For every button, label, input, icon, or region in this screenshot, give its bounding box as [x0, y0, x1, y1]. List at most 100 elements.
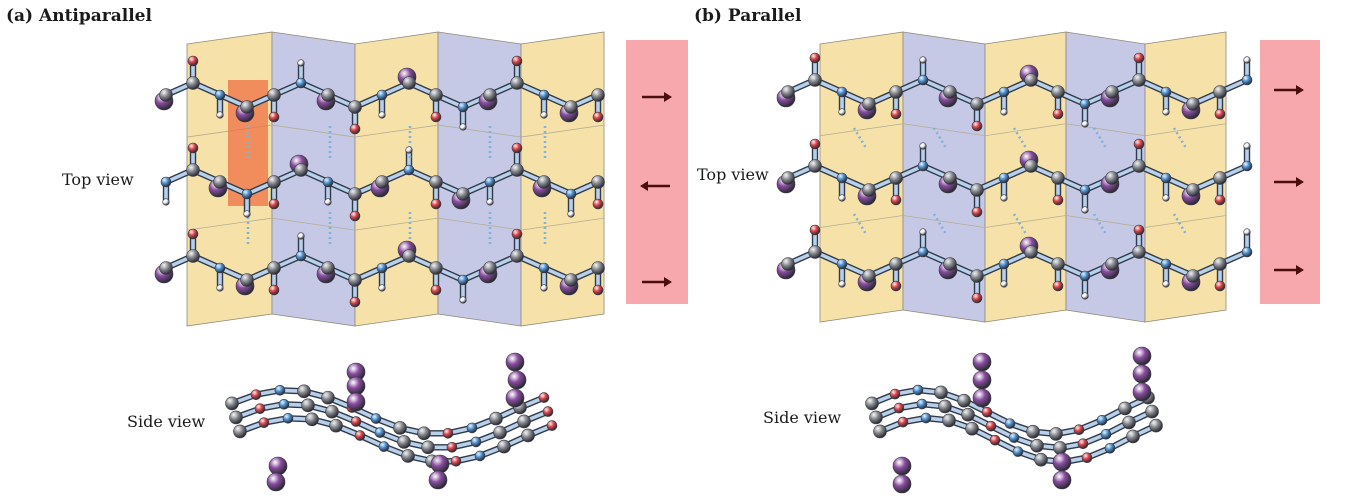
panel-b-strand-0-atom-15 [1186, 97, 1200, 111]
panel-a-strand-0-atom-10 [429, 88, 443, 102]
panel-a-strand-2-hydrogen-8 [378, 284, 386, 292]
panel-a-strand-1-hydrogen-3 [243, 210, 251, 218]
panel-a-strand-2-hydrogen-11 [459, 296, 467, 304]
panel-a-side-atom-2-6 [378, 441, 390, 452]
panel-a-strand-0-atom-4 [267, 88, 281, 102]
panel-b-strand-0-atom-9 [1024, 73, 1038, 87]
panel-a-strand-0-oxygen-4 [268, 111, 280, 123]
panel-a-strand-0-atom-7 [348, 100, 362, 114]
panel-b-strand-1-atom-13 [1132, 159, 1146, 173]
panel-b-side-atom-1-6 [1008, 432, 1020, 443]
panel-a-strand-1-atom-1 [186, 163, 200, 177]
panel-b-strand-1-atom-5 [917, 160, 929, 172]
panel-b-side-atom-1-8 [1053, 441, 1067, 455]
panel-b-strand-2-atom-17 [1241, 246, 1253, 258]
panel-b-strand-2-hydrogen-11 [1081, 292, 1089, 300]
panel-a-strand-2-atom-1 [186, 249, 200, 263]
panel-a-sheet-divider [186, 217, 605, 231]
panel-b-side-atom-1-0 [869, 410, 883, 425]
panel-a-strand-2-atom-8 [376, 262, 388, 274]
panel-a-side-atom-1-7 [397, 435, 411, 449]
panel-b-side-atom-0-2 [912, 384, 924, 396]
panel-b-side-r-group-9 [1052, 470, 1072, 490]
panel-b-side-atom-1-12 [1145, 404, 1159, 419]
panel-b-strand-1-atom-8 [998, 172, 1010, 184]
panel-b-side-r-group-0 [972, 352, 992, 372]
panel-a-strand-2-atom-12 [483, 261, 497, 275]
panel-a-side-r-group-5 [505, 388, 525, 408]
panel-a-strand-2-oxygen-16 [592, 284, 604, 296]
panel-b-strand-1-hydrogen-2 [838, 194, 846, 202]
panel-b-side-atom-2-4 [965, 421, 979, 436]
panel-b-side-atom-0-6 [1004, 418, 1016, 429]
panel-b-strand-2-atom-9 [1024, 245, 1038, 259]
panel-a-strand-2-hydrogen-2 [216, 284, 224, 292]
panel-a-strand-1-hydrogen-9 [405, 146, 413, 154]
panel-a-strand-2-atom-10 [429, 261, 443, 275]
panel-b-side-atom-2-2 [920, 412, 932, 424]
panel-b-side-atom-1-2 [916, 398, 928, 410]
panel-a-side-atom-0-1 [250, 389, 262, 400]
panel-b-strand-1-atom-10 [1051, 171, 1065, 185]
panel-a-strand-1-atom-11 [456, 187, 470, 201]
panel-b-side-atom-0-0 [865, 396, 879, 411]
panel-a-strand-1-atom-10 [429, 175, 443, 189]
panel-b-strand-0-hydrogen-11 [1081, 120, 1089, 128]
panel-b-strand-1-atom-11 [1079, 184, 1091, 196]
panel-b-title: (b) Parallel [694, 6, 802, 26]
panel-b-arrow-0-head [1296, 85, 1304, 95]
panel-b-strand-2-atom-4 [889, 257, 903, 271]
panel-a-strand-2-atom-7 [348, 273, 362, 287]
panel-a-side-atom-2-9 [450, 455, 462, 467]
panel-b-arrow-2-head [1296, 265, 1304, 275]
panel-b-strand-2-oxygen-16 [1214, 280, 1226, 292]
panel-a-side-atom-0-3 [297, 384, 311, 399]
panel-a-side-atom-2-12 [521, 428, 535, 443]
panel-b-strand-2-atom-2 [836, 258, 848, 270]
panel-a-strand-0-hydrogen-11 [459, 123, 467, 131]
panel-a-side-atom-0-0 [225, 396, 239, 411]
panel-a-side-atom-1-3 [301, 398, 315, 413]
panel-b-side-atom-1-7 [1030, 438, 1044, 453]
panel-a-side-atom-1-4 [325, 404, 339, 419]
panel-a-strand-0-oxygen-13 [511, 55, 523, 67]
panel-b-strand-0-atom-6 [943, 85, 957, 99]
panel-b-strand-1-atom-6 [943, 171, 957, 185]
panel-b-side-r-group-6 [892, 456, 912, 476]
panel-b-strand-1-hydrogen-11 [1081, 206, 1089, 214]
panel-b-strand-2-atom-7 [970, 269, 984, 283]
panel-a-strand-1-atom-6 [322, 176, 334, 188]
panel-a-strand-1-atom-13 [510, 163, 524, 177]
panel-b-strand-2-oxygen-7 [971, 292, 983, 304]
panel-b-hbond-upper-2 [1012, 127, 1028, 149]
panel-a-strand-2-oxygen-13 [511, 228, 523, 240]
panel-a-strand-1-oxygen-13 [511, 142, 523, 154]
panel-b-side-atom-0-7 [1026, 424, 1040, 439]
panel-b-strand-1-oxygen-7 [971, 206, 983, 218]
panel-b-strand-1-atom-12 [1105, 171, 1119, 185]
panel-b-strand-2-hydrogen-2 [838, 280, 846, 288]
panel-b-strand-1-oxygen-13 [1133, 138, 1145, 150]
panel-b-hbond-lower-0 [852, 213, 868, 235]
panel-a-strand-0-atom-6 [321, 88, 335, 102]
panel-a-sheet-pleat-3 [437, 31, 522, 327]
panel-a-side-atom-2-3 [305, 412, 319, 427]
panel-b-strand-0-atom-10 [1051, 85, 1065, 99]
panel-b-side-r-group-7 [892, 474, 912, 494]
panel-b-side-r-group-1 [972, 370, 992, 390]
panel-b-hbond-upper-3 [1092, 127, 1108, 149]
panel-b-side-atom-0-4 [957, 393, 971, 408]
panel-a-top-view-label: Top view [62, 170, 134, 189]
panel-a-strand-0-oxygen-10 [430, 111, 442, 123]
panel-b-side-atom-0-9 [1073, 424, 1085, 436]
panel-a-strand-0-atom-11 [457, 101, 469, 113]
panel-a-side-atom-2-10 [474, 450, 486, 462]
panel-b-side-atom-2-1 [897, 416, 909, 428]
panel-a-strand-0-atom-0 [159, 88, 173, 102]
panel-a-side-atom-1-11 [493, 425, 507, 440]
panel-b-strand-0-atom-1 [808, 73, 822, 87]
panel-b-strand-1-atom-4 [889, 171, 903, 185]
panel-b-strand-1-hydrogen-14 [1162, 194, 1170, 202]
panel-b-strand-2-oxygen-13 [1133, 224, 1145, 236]
